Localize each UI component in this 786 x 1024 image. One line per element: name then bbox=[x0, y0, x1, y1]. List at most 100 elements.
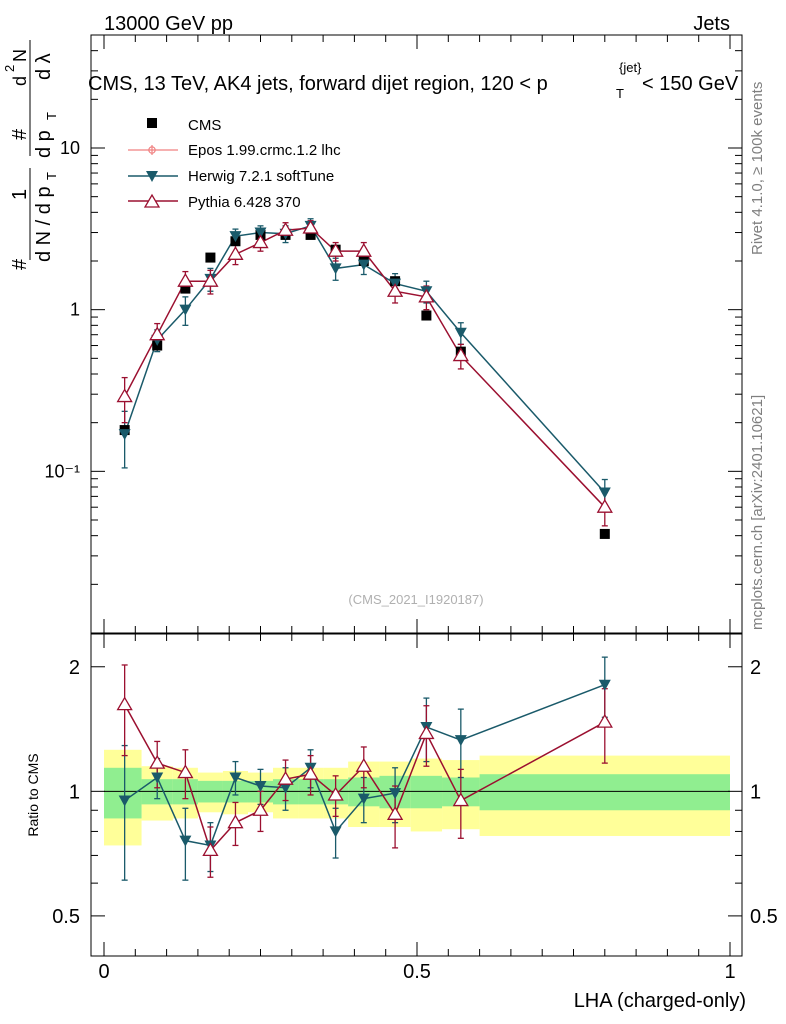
ratio-y-tick-label-right: 1 bbox=[750, 781, 761, 803]
ratio-green-band bbox=[479, 774, 730, 811]
ratio-point-herwig bbox=[179, 835, 192, 847]
data-point-herwig bbox=[329, 263, 342, 275]
ratio-point-pythia bbox=[327, 786, 344, 801]
data-point-pythia bbox=[177, 272, 194, 287]
rivet-label: Rivet 4.1.0, ≥ 100k events bbox=[749, 82, 766, 255]
ratio-point-pythia bbox=[452, 792, 469, 807]
ratio-point-herwig bbox=[454, 735, 467, 747]
data-point-pythia bbox=[149, 326, 166, 341]
svg-text:1: 1 bbox=[9, 189, 31, 200]
svg-text:N: N bbox=[10, 49, 30, 62]
legend-marker-pythia bbox=[143, 193, 161, 208]
ratio-point-pythia bbox=[302, 765, 319, 780]
svg-text:#: # bbox=[9, 258, 31, 270]
svg-text:T: T bbox=[44, 172, 59, 180]
ratio-point-pythia bbox=[116, 696, 133, 711]
svg-text:d λ: d λ bbox=[33, 53, 55, 80]
data-point-cms bbox=[205, 252, 216, 263]
ratio-point-herwig bbox=[389, 788, 402, 800]
svg-text:< 150 GeV: < 150 GeV bbox=[642, 73, 739, 95]
ratio-point-pythia bbox=[202, 842, 219, 857]
ratio-line-pythia bbox=[124, 704, 606, 852]
x-tick-label: 0 bbox=[98, 961, 109, 983]
data-point-herwig bbox=[229, 231, 242, 243]
ratio-y-axis-label: Ratio to CMS bbox=[25, 753, 41, 836]
legend-label-cms: CMS bbox=[188, 117, 221, 134]
main-title: CMS, 13 TeV, AK4 jets, forward dijet reg… bbox=[88, 60, 739, 101]
data-point-pythia bbox=[116, 388, 133, 403]
x-tick-label: 0.5 bbox=[403, 961, 431, 983]
data-point-herwig bbox=[357, 259, 370, 271]
ratio-point-herwig bbox=[279, 782, 292, 794]
data-point-pythia bbox=[252, 234, 269, 249]
ratio-point-pythia bbox=[227, 814, 244, 829]
ratio-y-tick-label: 1 bbox=[69, 781, 80, 803]
header-energy: 13000 GeV pp bbox=[104, 13, 233, 35]
svg-text:#: # bbox=[9, 128, 31, 140]
ratio-point-pythia bbox=[177, 764, 194, 779]
ratio-point-herwig bbox=[357, 793, 370, 805]
ratio-point-herwig bbox=[229, 772, 242, 784]
data-point-pythia bbox=[302, 219, 319, 234]
legend-label-epos: Epos 1.99.crmc.1.2 lhc bbox=[188, 142, 341, 159]
data-point-pythia bbox=[277, 221, 294, 236]
legend-label-pythia: Pythia 6.428 370 bbox=[188, 194, 301, 211]
series-line-pythia bbox=[123, 227, 606, 508]
ratio-y-tick-label: 2 bbox=[69, 657, 80, 679]
svg-text:d: d bbox=[10, 76, 30, 86]
mcplots-label: mcplots.cern.ch [arXiv:2401.10621] bbox=[749, 395, 766, 630]
ratio-y-tick-label-right: 0.5 bbox=[750, 906, 778, 928]
data-point-pythia bbox=[202, 272, 219, 287]
ratio-point-herwig bbox=[329, 826, 342, 838]
svg-text:{jet}: {jet} bbox=[619, 60, 642, 75]
ratio-point-herwig bbox=[151, 772, 164, 784]
svg-text:T: T bbox=[616, 86, 624, 101]
main-y-tick-label: 10 bbox=[60, 138, 80, 158]
svg-text:d p: d p bbox=[33, 130, 55, 158]
main-y-tick-label: 1 bbox=[70, 300, 80, 320]
data-point-herwig bbox=[454, 327, 467, 339]
data-point-pythia bbox=[355, 242, 372, 257]
svg-text:CMS, 13 TeV, AK4 jets, forward: CMS, 13 TeV, AK4 jets, forward dijet reg… bbox=[88, 73, 548, 95]
ratio-point-pythia bbox=[252, 801, 269, 816]
data-point-cms bbox=[305, 229, 316, 240]
svg-text:d N / d p: d N / d p bbox=[33, 186, 55, 262]
x-axis-label: LHA (charged-only) bbox=[574, 990, 746, 1012]
main-y-axis-label: # 1 d N / d p T # d 2 N d p T d λ bbox=[2, 40, 59, 270]
data-point-herwig bbox=[179, 304, 192, 316]
ratio-point-pythia bbox=[596, 713, 613, 728]
data-point-herwig bbox=[118, 429, 131, 441]
ratio-y-tick-label-right: 2 bbox=[750, 657, 761, 679]
svg-text:2: 2 bbox=[2, 65, 17, 72]
ratio-y-tick-label: 0.5 bbox=[52, 906, 80, 928]
header-category: Jets bbox=[693, 13, 730, 35]
legend-marker-cms bbox=[147, 118, 157, 128]
legend-label-herwig: Herwig 7.2.1 softTune bbox=[188, 168, 334, 185]
ratio-point-pythia bbox=[355, 757, 372, 772]
x-tick-label: 1 bbox=[724, 961, 735, 983]
ratio-point-pythia bbox=[386, 806, 404, 820]
ratio-green-band bbox=[410, 775, 443, 809]
analysis-watermark: (CMS_2021_I1920187) bbox=[348, 592, 483, 607]
ratio-point-pythia bbox=[149, 754, 166, 769]
legend-marker-herwig bbox=[146, 171, 158, 182]
ratio-plot-area: 0.5 0.5 1 1 2 2 0 0.5 1 bbox=[52, 634, 778, 983]
svg-text:T: T bbox=[44, 112, 59, 120]
data-point-pythia bbox=[596, 498, 613, 513]
main-y-tick-label: 10⁻¹ bbox=[44, 461, 80, 481]
data-point-pythia bbox=[452, 347, 469, 362]
data-point-pythia bbox=[227, 246, 244, 260]
data-point-cms bbox=[421, 310, 432, 321]
data-point-herwig bbox=[254, 227, 267, 239]
ratio-point-pythia bbox=[277, 770, 294, 785]
ratio-point-herwig bbox=[118, 795, 131, 807]
data-point-cms bbox=[599, 528, 610, 539]
ratio-point-herwig bbox=[598, 679, 611, 691]
data-point-pythia bbox=[418, 288, 435, 303]
ratio-point-herwig bbox=[254, 781, 267, 793]
data-point-pythia bbox=[386, 282, 404, 297]
data-point-cms bbox=[180, 283, 191, 294]
data-point-herwig bbox=[598, 487, 611, 499]
main-plot-area: 10⁻¹ 1 10 bbox=[44, 34, 742, 634]
